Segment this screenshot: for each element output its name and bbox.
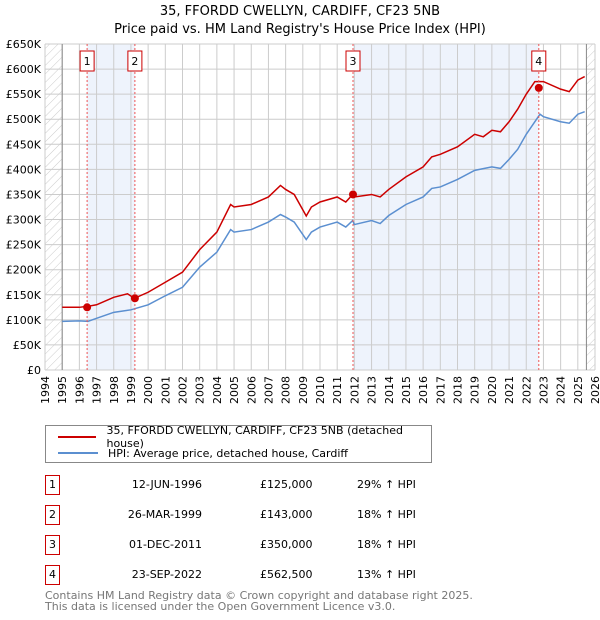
transaction-row: 2 26-MAR-1999 £143,000 18% ↑ HPI — [45, 505, 445, 525]
hpi-difference: 18% ↑ HPI — [357, 538, 416, 551]
hatched-region-end — [586, 44, 595, 370]
x-tick-label: 2014 — [383, 376, 396, 404]
sale-price: £125,000 — [260, 478, 313, 491]
sale-label: 2 — [131, 55, 138, 68]
sale-price: £562,500 — [260, 568, 313, 581]
chart-area: 1994 1995 1996 1997 1998 1999 2000 2001 2002 2003… — [6, 38, 600, 404]
legend-swatch-blue — [58, 452, 98, 454]
legend-swatch-red — [58, 436, 97, 438]
legend: 35, FFORDD CWELLYN, CARDIFF, CF23 5NB (d… — [45, 424, 432, 463]
property-price-line — [62, 75, 586, 309]
hpi-difference: 18% ↑ HPI — [357, 508, 416, 521]
x-tick-label: 1997 — [91, 376, 104, 404]
sale-label: 4 — [535, 55, 542, 68]
x-tick-label: 1995 — [56, 376, 69, 404]
footer-licence: This data is licensed under the Open Gov… — [45, 600, 396, 613]
sale-price: £143,000 — [260, 508, 313, 521]
y-tick-label: £50K — [13, 339, 42, 352]
x-tick-label: 2021 — [503, 376, 516, 404]
x-tick-label: 2000 — [142, 376, 155, 404]
y-tick-label: £100K — [6, 314, 42, 327]
x-tick-label: 2022 — [520, 376, 533, 404]
sale-label: 3 — [350, 55, 357, 68]
hpi-difference: 29% ↑ HPI — [357, 478, 416, 491]
marker-number-box: 1 — [45, 475, 60, 495]
transaction-row: 3 01-DEC-2011 £350,000 18% ↑ HPI — [45, 535, 445, 555]
sale-point — [534, 83, 543, 92]
sale-label-box — [79, 50, 95, 72]
sale-point — [130, 294, 139, 303]
transaction-row: 1 12-JUN-1996 £125,000 29% ↑ HPI — [45, 475, 445, 495]
sale-label: 1 — [84, 55, 91, 68]
hpi-line — [62, 111, 585, 323]
y-tick-label: £200K — [6, 264, 42, 277]
legend-label: HPI: Average price, detached house, Card… — [108, 446, 348, 460]
x-tick-label: 2024 — [555, 376, 568, 404]
y-tick-label: £350K — [6, 188, 42, 201]
x-tick-label: 2010 — [314, 376, 327, 404]
x-tick-label: 2007 — [262, 376, 275, 404]
shaded-period — [87, 44, 135, 370]
sale-point — [83, 303, 92, 312]
marker-number-box: 3 — [45, 535, 60, 555]
marker-number-box: 4 — [45, 565, 60, 585]
transaction-row: 4 23-SEP-2022 £562,500 13% ↑ HPI — [45, 565, 445, 585]
x-tick-label: 2026 — [589, 376, 600, 404]
chart-subtitle: Price paid vs. HM Land Registry's House … — [114, 22, 486, 37]
x-tick-label: 2001 — [159, 376, 172, 404]
y-tick-label: £0 — [27, 364, 41, 377]
x-tick-label: 2018 — [452, 376, 465, 404]
hpi-difference: 13% ↑ HPI — [357, 568, 416, 581]
y-tick-label: £400K — [6, 163, 42, 176]
sale-label-box — [345, 50, 361, 72]
x-tick-label: 1996 — [73, 376, 86, 404]
legend-item-hpi: HPI: Average price, detached house, Card… — [58, 446, 348, 460]
x-tick-label: 2016 — [417, 376, 430, 404]
x-tick-label: 2006 — [245, 376, 258, 404]
sale-label-box — [127, 50, 143, 72]
x-tick-label: 2013 — [366, 376, 379, 404]
x-tick-label: 2005 — [228, 376, 241, 404]
sale-label-box — [531, 50, 547, 72]
x-tick-label: 2002 — [177, 376, 190, 404]
shaded-period — [353, 44, 539, 370]
y-tick-label: £550K — [6, 88, 42, 101]
x-tick-label: 2015 — [400, 376, 413, 404]
footer-copyright: Contains HM Land Registry data © Crown c… — [45, 589, 473, 602]
x-tick-label: 2009 — [297, 376, 310, 404]
sale-date: 01-DEC-2011 — [128, 538, 202, 551]
x-tick-label: 2020 — [486, 376, 499, 404]
marker-number-box: 2 — [45, 505, 60, 525]
sale-point — [349, 190, 357, 199]
y-tick-label: £250K — [6, 239, 42, 252]
hatched-region-start — [45, 44, 63, 370]
x-tick-label: 2023 — [537, 376, 550, 404]
y-tick-label: £650K — [6, 38, 42, 51]
y-tick-label: £500K — [6, 113, 42, 126]
legend-label: 35, FFORDD CWELLYN, CARDIFF, CF23 5NB (d… — [106, 424, 403, 450]
sale-date: 23-SEP-2022 — [131, 568, 202, 581]
sale-date: 26-MAR-1999 — [127, 508, 202, 521]
y-tick-label: £450K — [6, 138, 42, 151]
y-tick-label: £300K — [6, 214, 42, 227]
x-tick-label: 1994 — [39, 376, 52, 404]
sale-price: £350,000 — [260, 538, 313, 551]
x-tick-label: 2019 — [469, 376, 482, 404]
x-tick-label: 2011 — [331, 376, 344, 404]
x-tick-label: 2025 — [572, 376, 585, 404]
y-tick-label: £600K — [6, 63, 42, 76]
sale-date: 12-JUN-1996 — [131, 478, 202, 491]
x-tick-label: 2003 — [194, 376, 207, 404]
x-tick-label: 2004 — [211, 376, 224, 404]
x-tick-label: 1998 — [108, 376, 121, 404]
chart-title: 35, FFORDD CWELLYN, CARDIFF, CF23 5NB — [159, 4, 441, 19]
x-tick-label: 2017 — [434, 376, 447, 404]
x-tick-label: 2008 — [280, 376, 293, 404]
x-tick-label: 1999 — [125, 376, 138, 404]
y-tick-label: £150K — [6, 289, 42, 302]
legend-item-property: 35, FFORDD CWELLYN, CARDIFF, CF23 5NB (d… — [58, 424, 431, 450]
x-tick-label: 2012 — [348, 376, 361, 404]
